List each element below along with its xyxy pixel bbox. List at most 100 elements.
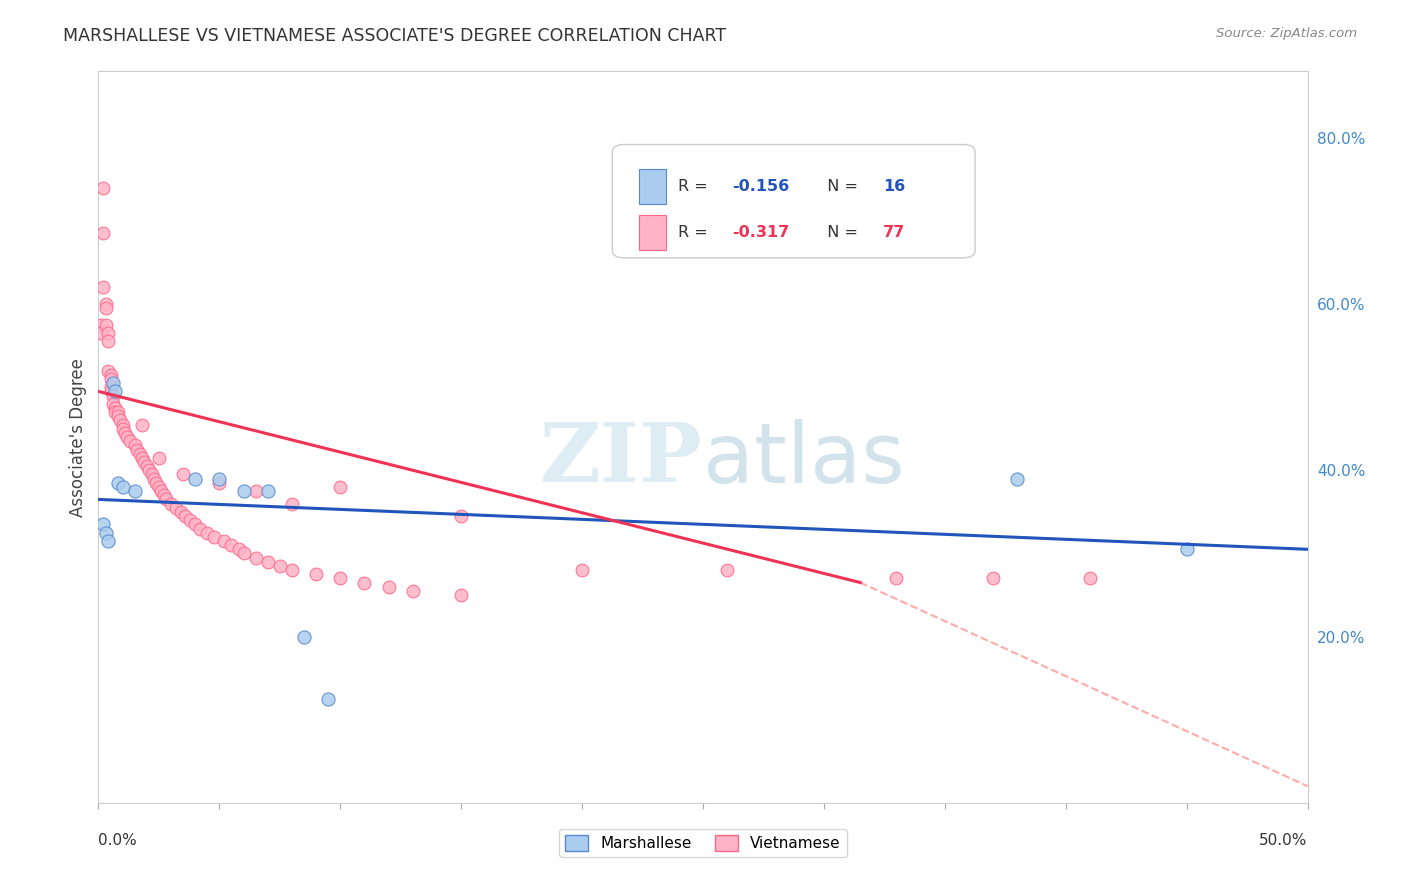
Text: MARSHALLESE VS VIETNAMESE ASSOCIATE'S DEGREE CORRELATION CHART: MARSHALLESE VS VIETNAMESE ASSOCIATE'S DE… (63, 27, 727, 45)
Point (118, 434, 141, 449)
Point (101, 376, 124, 390)
Legend: Marshallese, Vietnamese: Marshallese, Vietnamese (560, 830, 846, 857)
Point (100, 372, 122, 386)
Bar (638, 169, 665, 204)
Point (571, 563, 593, 577)
Point (145, 475, 167, 490)
Point (188, 521, 211, 535)
Point (111, 480, 134, 494)
Point (152, 488, 174, 502)
Point (128, 447, 150, 461)
Point (450, 588, 472, 602)
Point (716, 563, 738, 577)
Point (160, 497, 183, 511)
Point (138, 463, 160, 477)
Point (91, 280, 114, 294)
Point (97, 334, 120, 349)
Point (165, 500, 187, 515)
Text: -0.317: -0.317 (733, 226, 789, 240)
Point (114, 425, 136, 440)
Point (150, 484, 173, 499)
Point (281, 563, 304, 577)
Point (450, 509, 472, 524)
Point (402, 583, 425, 598)
Point (269, 558, 291, 573)
Point (90, 318, 112, 332)
Point (256, 555, 278, 569)
Point (100, 384, 122, 399)
Text: 16: 16 (883, 179, 905, 194)
Point (1007, 472, 1029, 486)
Point (232, 546, 254, 560)
Point (155, 492, 177, 507)
Point (127, 442, 149, 457)
Point (97, 326, 120, 341)
Point (148, 480, 170, 494)
Point (97, 363, 120, 377)
Point (91, 517, 114, 532)
Point (179, 513, 201, 527)
Text: Source: ZipAtlas.com: Source: ZipAtlas.com (1216, 27, 1357, 40)
Point (212, 533, 235, 548)
Point (245, 550, 267, 565)
Point (886, 571, 908, 585)
Point (148, 450, 170, 465)
Point (94, 297, 117, 311)
Point (97, 533, 120, 548)
Point (232, 484, 254, 499)
Point (134, 455, 156, 469)
Point (169, 505, 191, 519)
Point (107, 475, 129, 490)
Point (174, 509, 197, 524)
Point (107, 409, 129, 424)
Text: N =: N = (817, 226, 863, 240)
Point (228, 542, 250, 557)
Point (94, 318, 117, 332)
Text: R =: R = (678, 226, 713, 240)
Point (221, 538, 243, 552)
Point (131, 417, 153, 432)
FancyBboxPatch shape (613, 145, 976, 258)
Text: atlas: atlas (703, 418, 904, 500)
Text: 50.0%: 50.0% (1260, 833, 1308, 848)
Point (256, 484, 278, 499)
Text: ZIP: ZIP (540, 419, 703, 499)
Point (377, 580, 399, 594)
Point (117, 430, 139, 444)
Point (124, 484, 146, 499)
Point (292, 630, 315, 644)
Point (329, 571, 352, 585)
Bar (638, 215, 665, 251)
Point (91, 227, 114, 241)
Point (100, 368, 122, 382)
Point (172, 467, 194, 482)
Point (305, 567, 328, 582)
Point (104, 405, 127, 419)
Point (143, 472, 166, 486)
Point (104, 401, 127, 415)
Point (94, 525, 117, 540)
Text: N =: N = (817, 179, 863, 194)
Point (208, 472, 231, 486)
Point (101, 388, 124, 402)
Point (124, 438, 146, 452)
Point (281, 497, 304, 511)
Point (1175, 542, 1198, 557)
Text: -0.156: -0.156 (733, 179, 789, 194)
Point (329, 480, 352, 494)
Point (135, 459, 157, 474)
Point (195, 525, 218, 540)
Point (131, 450, 153, 465)
Point (208, 475, 231, 490)
Point (184, 472, 207, 486)
Point (1078, 571, 1101, 585)
Text: R =: R = (678, 179, 713, 194)
Y-axis label: Associate's Degree: Associate's Degree (69, 358, 87, 516)
Text: 0.0%: 0.0% (98, 833, 138, 848)
Point (204, 530, 226, 544)
Point (104, 384, 127, 399)
Point (101, 397, 124, 411)
Point (94, 301, 117, 316)
Point (107, 405, 129, 419)
Point (141, 467, 163, 482)
